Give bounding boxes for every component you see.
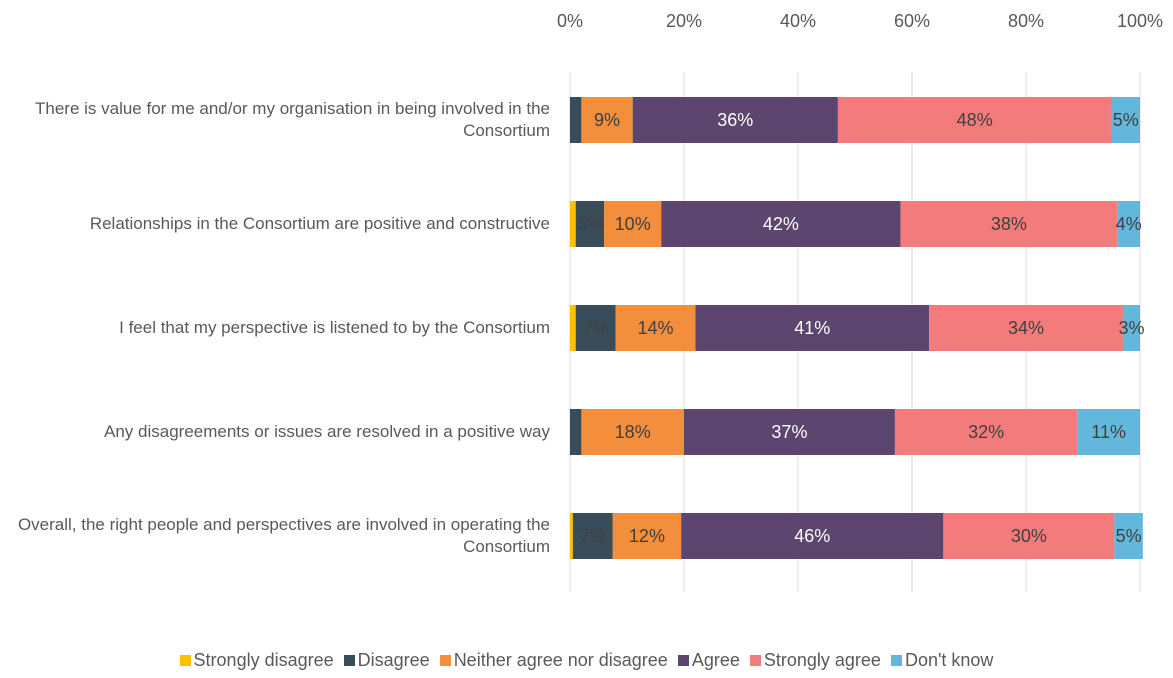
- legend-item: Neither agree nor disagree: [439, 650, 668, 671]
- legend: Strongly disagree Disagree Neither agree n…: [0, 650, 1173, 671]
- data-label: 18%: [615, 422, 651, 442]
- data-label: 3%: [1118, 318, 1144, 338]
- data-label: 34%: [1008, 318, 1044, 338]
- legend-swatch: [677, 655, 689, 666]
- data-label: 7%: [583, 318, 609, 338]
- bar-segment: [1077, 409, 1140, 455]
- data-label: 46%: [794, 526, 830, 546]
- legend-item: Agree: [677, 650, 740, 671]
- legend-swatch: [890, 655, 902, 666]
- legend-swatch: [179, 655, 191, 666]
- data-label: 48%: [957, 110, 993, 130]
- bar-segment: [570, 201, 576, 247]
- bar-segment: [900, 201, 1118, 247]
- category-label: Any disagreements or issues are resolved…: [104, 422, 550, 441]
- legend-item: Disagree: [343, 650, 430, 671]
- data-label: 36%: [717, 110, 753, 130]
- legend-label: Agree: [691, 650, 740, 670]
- legend-label: Neither agree nor disagree: [453, 650, 668, 670]
- category-label: I feel that my perspective is listened t…: [119, 318, 550, 337]
- bar-segment: [570, 409, 582, 455]
- bar-segment: [570, 305, 576, 351]
- x-tick-label: 100%: [1117, 11, 1163, 31]
- data-label: 4%: [1116, 214, 1142, 234]
- category-label: Overall, the right people and perspectiv…: [17, 515, 550, 556]
- legend-item: Don't know: [890, 650, 994, 671]
- bar-segment: [581, 97, 633, 143]
- bar-segment: [943, 513, 1115, 559]
- data-label: 11%: [1091, 422, 1126, 442]
- data-label: 32%: [968, 422, 1004, 442]
- legend-item: Strongly disagree: [179, 650, 334, 671]
- bar-segment: [615, 305, 696, 351]
- x-tick-label: 20%: [666, 11, 702, 31]
- legend-swatch: [749, 655, 761, 666]
- data-label: 9%: [594, 110, 620, 130]
- bar-segment: [1117, 201, 1140, 247]
- data-label: 37%: [771, 422, 807, 442]
- bar-segment: [572, 513, 613, 559]
- data-label: 10%: [615, 214, 651, 234]
- data-label: 14%: [637, 318, 673, 338]
- bar-segment: [570, 97, 582, 143]
- bar-segment: [612, 513, 682, 559]
- bar-segment: [929, 305, 1123, 351]
- bar-segment: [604, 201, 662, 247]
- bar-segment: [1114, 513, 1143, 559]
- x-tick-label: 80%: [1008, 11, 1044, 31]
- bar-segment: [661, 201, 901, 247]
- bar-segment: [681, 513, 944, 559]
- legend-item: Strongly agree: [749, 650, 881, 671]
- category-label: There is value for me and/or my organisa…: [34, 99, 550, 140]
- data-label: 30%: [1011, 526, 1047, 546]
- data-label: 5%: [577, 214, 603, 234]
- data-label: 41%: [794, 318, 830, 338]
- bar-segment: [1122, 305, 1140, 351]
- bar-segment: [581, 409, 684, 455]
- legend-swatch: [439, 655, 451, 666]
- bar-segment: [575, 305, 616, 351]
- bar-segment: [570, 513, 573, 559]
- legend-label: Disagree: [357, 650, 430, 670]
- data-label: 7%: [580, 526, 606, 546]
- bar-segment: [684, 409, 895, 455]
- legend-label: Don't know: [904, 650, 994, 670]
- x-tick-label: 40%: [780, 11, 816, 31]
- bar-segment: [695, 305, 930, 351]
- bar-segment: [837, 97, 1112, 143]
- data-label: 38%: [991, 214, 1027, 234]
- legend-label: Strongly agree: [763, 650, 881, 670]
- data-label: 12%: [629, 526, 665, 546]
- data-label: 5%: [1116, 526, 1142, 546]
- x-tick-label: 0%: [557, 11, 583, 31]
- data-label: 42%: [763, 214, 799, 234]
- bar-segment: [575, 201, 605, 247]
- bar-segment: [632, 97, 838, 143]
- bar-segment: [1111, 97, 1140, 143]
- data-label: 5%: [1113, 110, 1139, 130]
- legend-swatch: [343, 655, 355, 666]
- x-tick-label: 60%: [894, 11, 930, 31]
- category-label: Relationships in the Consortium are posi…: [89, 214, 550, 233]
- legend-label: Strongly disagree: [193, 650, 334, 670]
- bar-segment: [894, 409, 1078, 455]
